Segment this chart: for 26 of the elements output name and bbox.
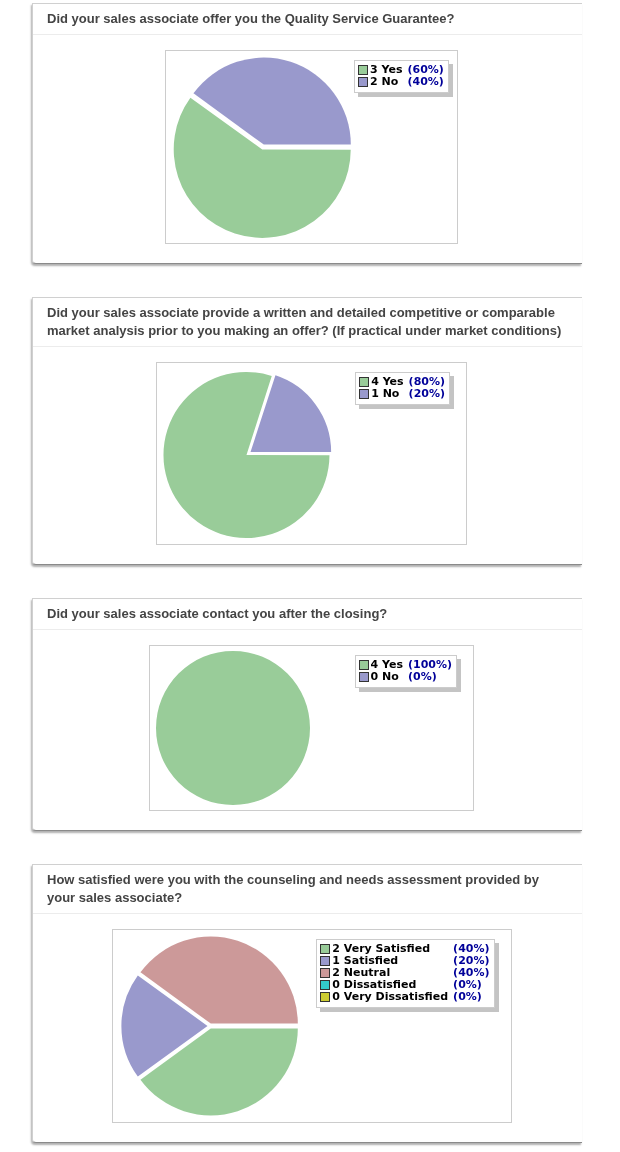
chart-title: Did your sales associate contact you after the closing? — [47, 605, 389, 623]
data-label: (20%) — [408, 387, 445, 400]
data-label: (40%) — [453, 942, 490, 955]
text: (0%) — [453, 978, 482, 991]
legend-label: 3 Yes — [369, 63, 404, 76]
data-label: (20%) — [453, 954, 490, 967]
legend-label: 1 No — [370, 387, 401, 400]
legend-label: 4 Yes — [370, 375, 405, 388]
chart-title: Did your sales associate offer you the Quality Service Guarantee? — [47, 10, 456, 28]
data-label: (40%) — [453, 966, 490, 979]
legend-label: 4 Yes — [369, 658, 404, 671]
data-label: (60%) — [407, 63, 444, 76]
data-label: (80%) — [408, 375, 445, 388]
text: (0%) — [407, 670, 437, 683]
legend-label: 1 Satisfied — [331, 954, 400, 967]
data-label: (40%) — [407, 75, 444, 88]
legend-label: 0 Very Dissatisfied — [331, 990, 450, 1003]
chart-title: How satisfied were you with the counseling and needs assessment provided by your sales associate? — [47, 871, 540, 907]
chart-title: Did your sales associate provide a written and detailed competitive or comparable market analysis prior to you making an offer? (If practical under market conditions) — [47, 304, 563, 340]
legend-label: 2 Very Satisfied — [331, 942, 432, 955]
data-label: (100%) — [407, 658, 452, 671]
text: (0%) — [453, 990, 482, 1003]
legend-label: 0 No — [369, 670, 400, 683]
legend-label: 2 Neutral — [331, 966, 392, 979]
legend-label: 0 Dissatisfied — [331, 978, 418, 991]
legend-label: 2 No — [369, 75, 400, 88]
